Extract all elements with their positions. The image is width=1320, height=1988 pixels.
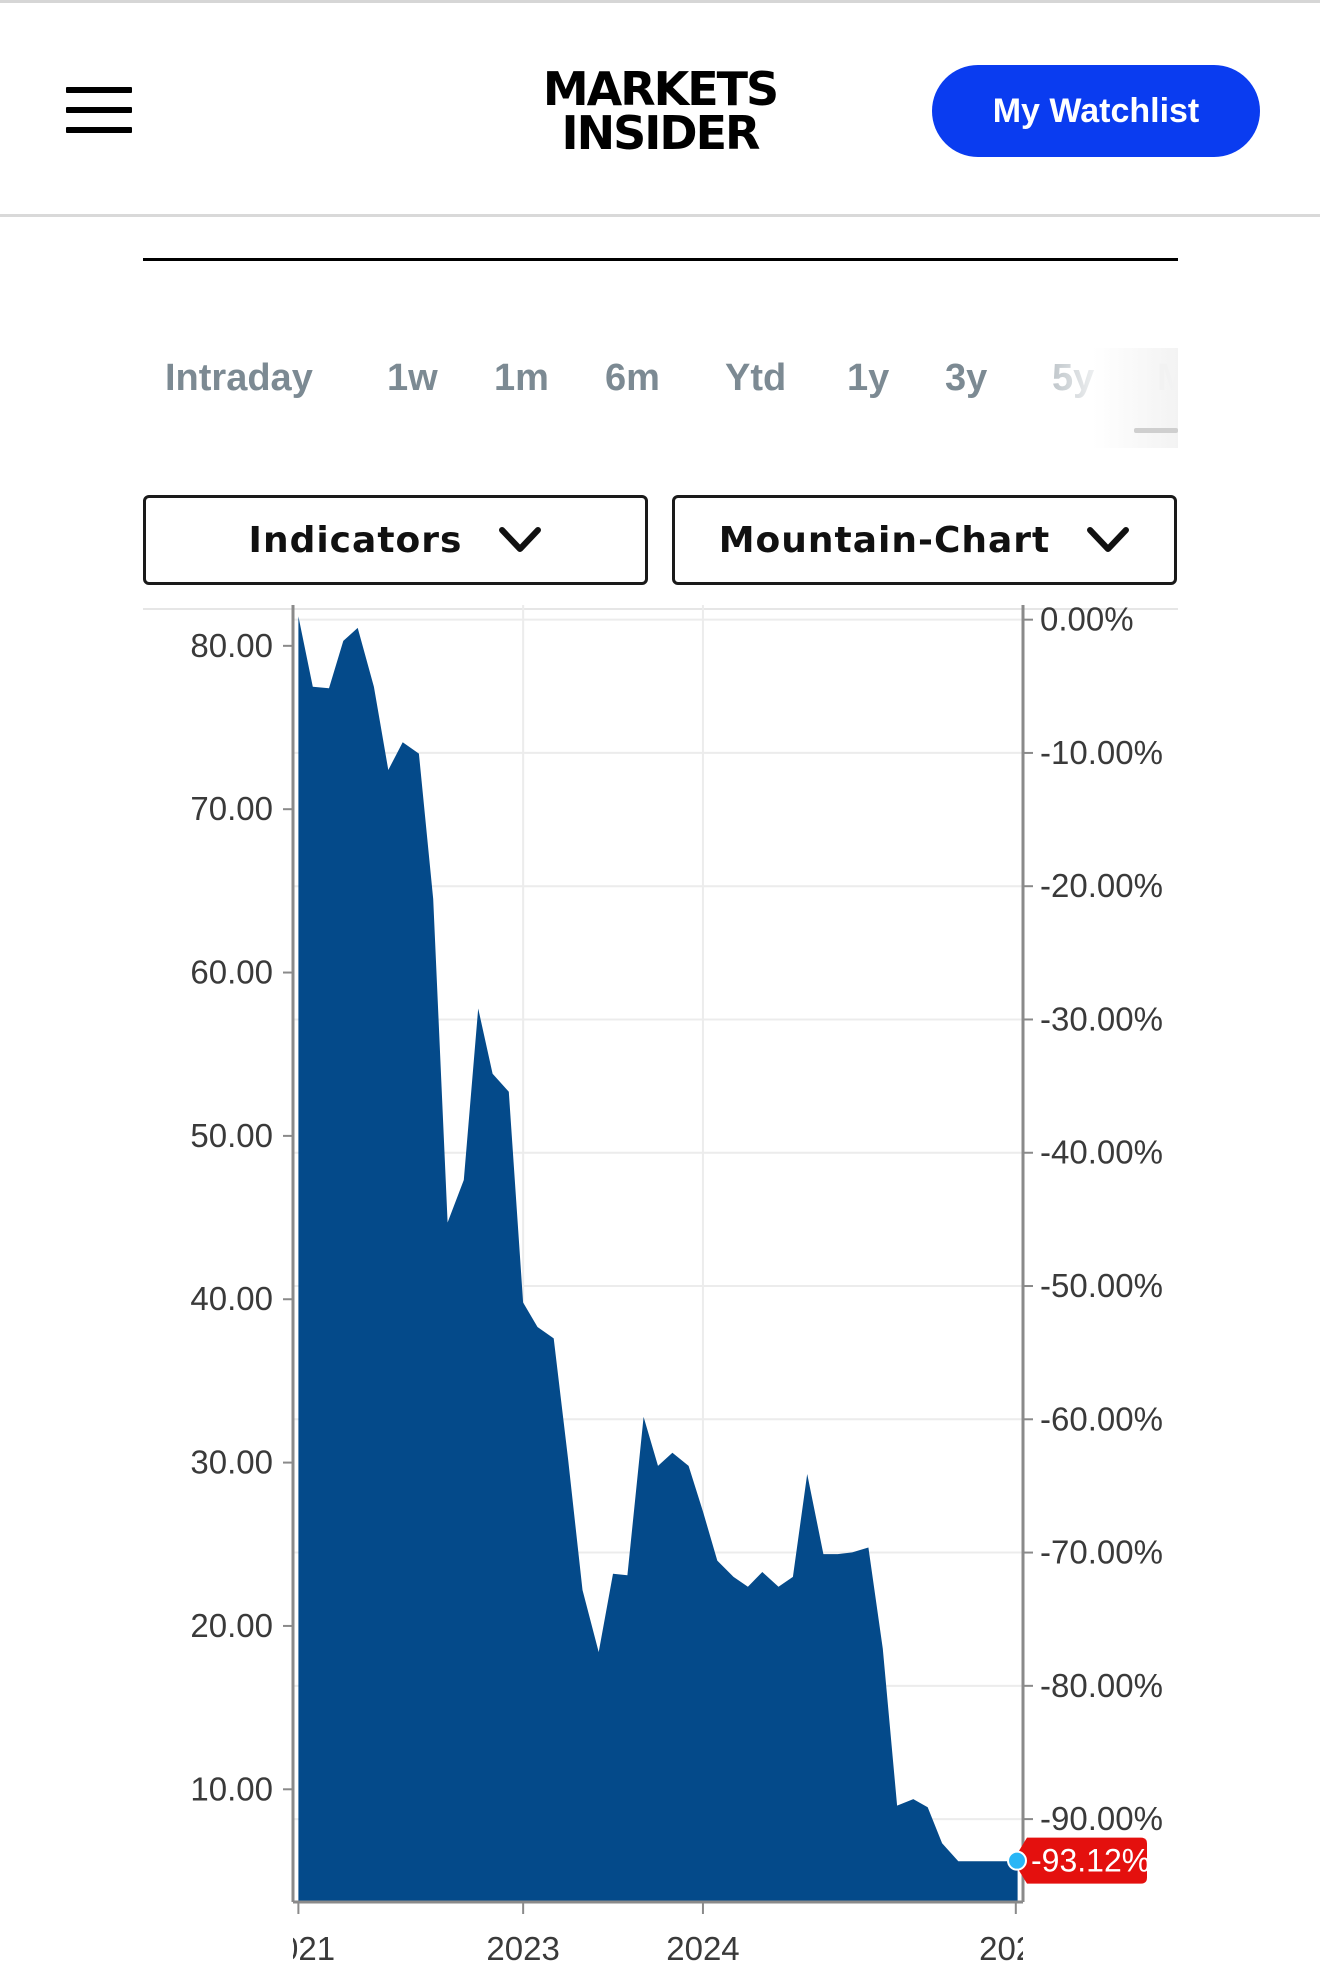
top-edge-line <box>0 0 1320 3</box>
markets-insider-logo[interactable]: MARKETS INSIDER <box>520 62 800 160</box>
x-tick-label: 2024 <box>666 1930 739 1967</box>
left-tick-label: 40.00 <box>190 1280 273 1317</box>
tabs-scroll-indicator[interactable] <box>1134 428 1178 433</box>
right-tick-label: -40.00% <box>1040 1134 1163 1171</box>
left-tick-label: 50.00 <box>190 1117 273 1154</box>
right-tick-label: -50.00% <box>1040 1267 1163 1304</box>
indicators-dropdown[interactable]: Indicators <box>143 495 648 585</box>
right-tick-label: -70.00% <box>1040 1534 1163 1571</box>
left-tick-label: 20.00 <box>190 1607 273 1644</box>
x-tick-label: 2021 <box>262 1930 335 1967</box>
right-tick-label: -30.00% <box>1040 1000 1163 1037</box>
chart-canvas: 80.00 70.00 60.00 50.00 40.00 30.00 20.00 10.00… <box>143 605 1178 1967</box>
tabs-overflow-fade <box>988 348 1178 448</box>
price-area-series[interactable] <box>298 616 1018 1902</box>
last-value-dot <box>1007 1850 1027 1871</box>
right-axis-labels: 0.00% -10.00% -20.00% -30.00% -40.00% -50.00%… <box>1040 605 1163 1837</box>
range-tab-6m[interactable]: 6m <box>605 357 660 399</box>
right-tick-label: -90.00% <box>1040 1800 1163 1837</box>
my-watchlist-button[interactable]: My Watchlist <box>932 65 1260 157</box>
last-value-label: -93.12% <box>1031 1843 1150 1879</box>
menu-bar-top <box>66 87 132 93</box>
last-value-badge: -93.12% <box>1007 1837 1150 1884</box>
left-tick-label: 10.00 <box>190 1770 273 1807</box>
left-tick-label: 70.00 <box>190 790 273 827</box>
right-tick-label: -10.00% <box>1040 734 1163 771</box>
section-divider <box>143 258 1178 261</box>
indicators-label: Indicators <box>248 519 463 561</box>
right-tick-label: -60.00% <box>1040 1400 1163 1437</box>
range-tab-ytd[interactable]: Ytd <box>725 357 787 399</box>
x-tick-label: 2025 <box>979 1930 1052 1967</box>
menu-bar-bottom <box>66 127 132 133</box>
left-axis-labels: 80.00 70.00 60.00 50.00 40.00 30.00 20.00 10.00 <box>190 627 273 1807</box>
left-tick-label: 60.00 <box>190 954 273 991</box>
time-range-tabs: Intraday 1w 1m 6m Ytd 1y 3y 5y M <box>143 348 1178 448</box>
range-tab-1m[interactable]: 1m <box>494 357 549 399</box>
chart-type-label: Mountain-Chart <box>718 519 1051 561</box>
right-tick-label: -80.00% <box>1040 1667 1163 1704</box>
range-tab-1y[interactable]: 1y <box>847 357 890 399</box>
hamburger-menu-icon[interactable] <box>66 87 132 133</box>
right-tick-label: 0.00% <box>1040 605 1134 638</box>
site-header: MARKETS INSIDER My Watchlist <box>0 3 1320 217</box>
chart-axes <box>283 605 1033 1914</box>
range-tab-1w[interactable]: 1w <box>387 357 438 399</box>
last-value-badge-shape <box>1013 1837 1147 1884</box>
logo-line-1: MARKETS <box>542 62 779 116</box>
range-tab-intraday[interactable]: Intraday <box>165 357 313 399</box>
chevron-down-icon <box>499 527 542 552</box>
price-chart[interactable]: 80.00 70.00 60.00 50.00 40.00 30.00 20.00 10.00… <box>143 605 1178 1988</box>
x-tick-label: 2023 <box>486 1930 559 1967</box>
right-tick-label: -20.00% <box>1040 867 1163 904</box>
chart-type-dropdown[interactable]: Mountain-Chart <box>672 495 1177 585</box>
left-tick-label: 80.00 <box>190 627 273 664</box>
menu-bar-middle <box>66 107 132 113</box>
range-tab-3y[interactable]: 3y <box>945 357 988 399</box>
left-tick-label: 30.00 <box>190 1444 273 1481</box>
chevron-down-icon <box>1087 527 1130 552</box>
logo-line-2: INSIDER <box>561 106 761 160</box>
x-axis-labels: 2021 2023 2024 2025 <box>262 1930 1052 1967</box>
